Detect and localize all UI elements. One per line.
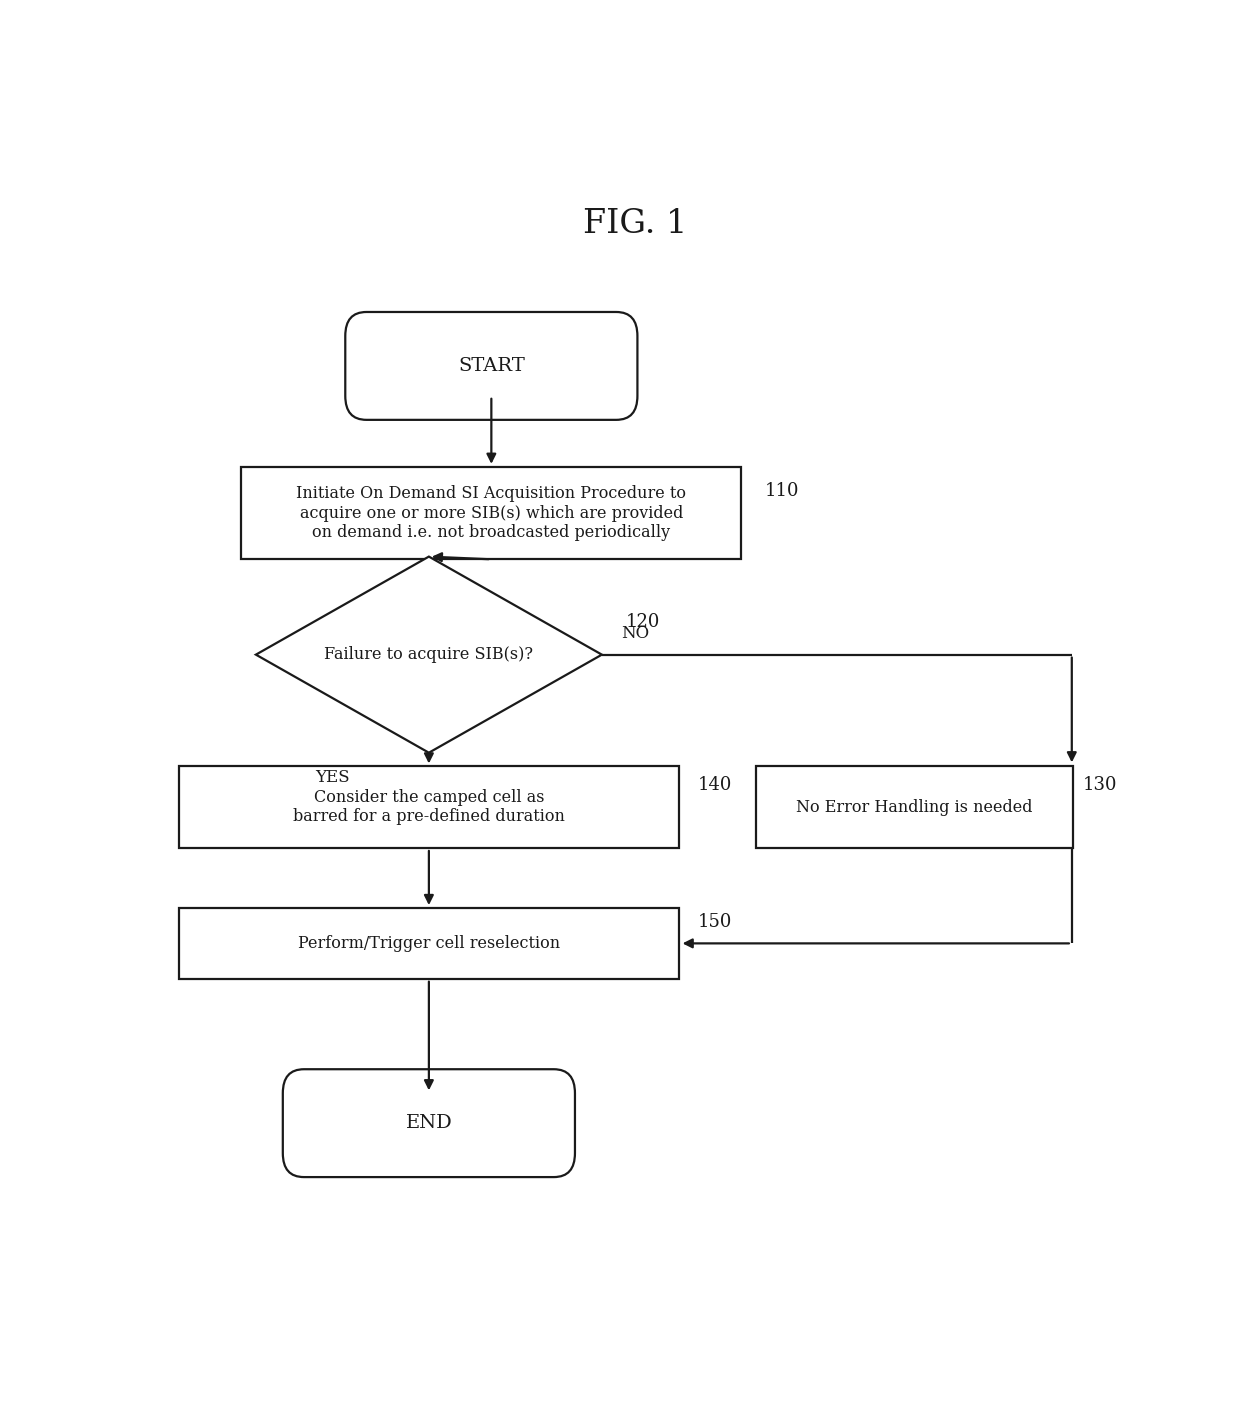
Text: 140: 140 — [698, 777, 733, 794]
Text: Consider the camped cell as
barred for a pre-defined duration: Consider the camped cell as barred for a… — [293, 790, 565, 825]
Text: 120: 120 — [626, 613, 660, 631]
Text: 110: 110 — [765, 483, 800, 501]
Bar — [755, 767, 1073, 848]
Bar — [242, 467, 742, 559]
Bar — [179, 908, 678, 979]
Text: No Error Handling is needed: No Error Handling is needed — [796, 798, 1033, 815]
Text: NO: NO — [621, 624, 650, 641]
Text: YES: YES — [315, 768, 350, 787]
Text: Initiate On Demand SI Acquisition Procedure to
acquire one or more SIB(s) which : Initiate On Demand SI Acquisition Proced… — [296, 485, 687, 541]
Bar — [179, 767, 678, 848]
Text: Perform/Trigger cell reselection: Perform/Trigger cell reselection — [298, 935, 560, 952]
Text: 130: 130 — [1083, 777, 1117, 794]
Polygon shape — [255, 556, 601, 753]
Text: END: END — [405, 1114, 453, 1132]
FancyBboxPatch shape — [283, 1070, 575, 1177]
Text: START: START — [458, 357, 525, 375]
Text: Failure to acquire SIB(s)?: Failure to acquire SIB(s)? — [325, 647, 533, 664]
Text: FIG. 1: FIG. 1 — [583, 208, 688, 241]
Text: 150: 150 — [698, 913, 733, 931]
FancyBboxPatch shape — [345, 311, 637, 420]
